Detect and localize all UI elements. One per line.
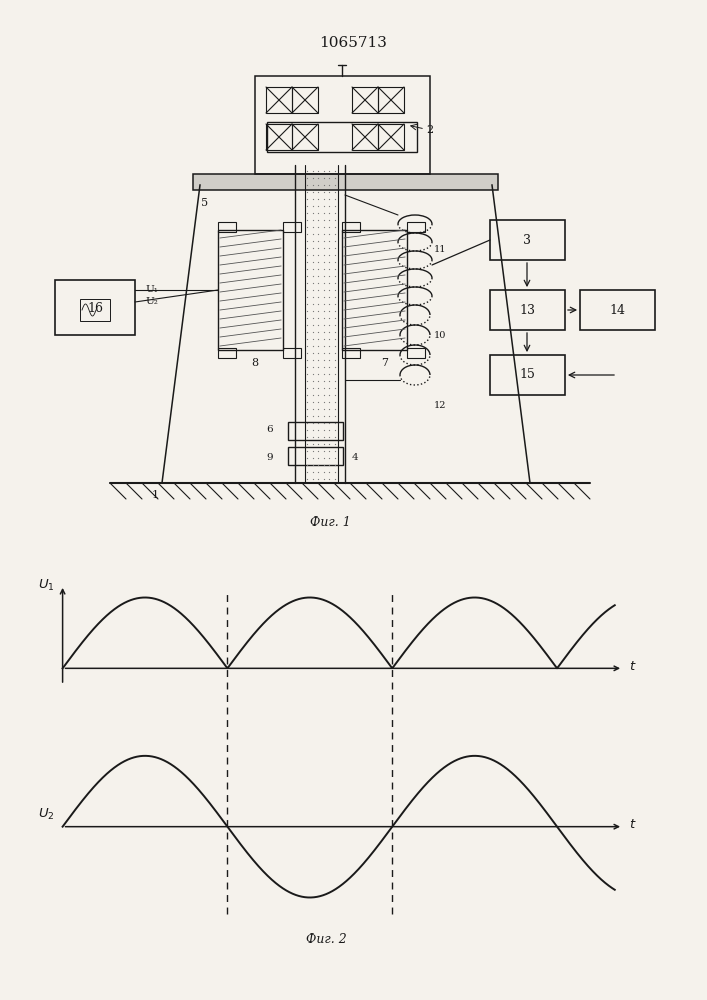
Bar: [218, 230, 283, 350]
Bar: [378, 87, 404, 113]
Bar: [193, 174, 498, 190]
Text: $U_2$: $U_2$: [38, 807, 54, 822]
Text: 14: 14: [609, 304, 625, 316]
Bar: [288, 447, 343, 465]
Text: 3: 3: [523, 233, 531, 246]
Bar: [407, 348, 425, 358]
Text: $U_1$: $U_1$: [38, 577, 54, 593]
Bar: [342, 230, 407, 350]
Bar: [218, 348, 236, 358]
Bar: [255, 76, 430, 174]
Text: Фиг. 2: Фиг. 2: [306, 933, 346, 946]
Text: 6: 6: [267, 426, 274, 434]
Bar: [218, 222, 236, 232]
Text: 4: 4: [351, 452, 358, 462]
Text: Фиг. 1: Фиг. 1: [310, 516, 351, 530]
Text: 7: 7: [382, 358, 389, 368]
Text: U₂: U₂: [145, 298, 158, 306]
Text: 11: 11: [434, 245, 446, 254]
Bar: [352, 124, 378, 150]
Bar: [342, 222, 360, 232]
Text: 12: 12: [434, 400, 446, 410]
Bar: [288, 422, 343, 440]
Bar: [342, 348, 360, 358]
Bar: [292, 87, 318, 113]
Text: 15: 15: [519, 368, 535, 381]
Bar: [283, 222, 301, 232]
Bar: [580, 290, 655, 330]
Bar: [490, 355, 565, 395]
Text: 1065713: 1065713: [320, 36, 387, 50]
Bar: [378, 124, 404, 150]
Text: 10: 10: [434, 330, 446, 340]
Bar: [80, 299, 110, 321]
Text: 5: 5: [201, 198, 209, 208]
Bar: [292, 124, 318, 150]
Bar: [266, 87, 292, 113]
Bar: [407, 222, 425, 232]
Bar: [266, 124, 292, 150]
Text: $t$: $t$: [629, 818, 637, 831]
Text: 2: 2: [426, 125, 433, 135]
Text: 13: 13: [519, 304, 535, 316]
Bar: [283, 348, 301, 358]
Text: 16: 16: [87, 302, 103, 314]
Text: 9: 9: [267, 452, 274, 462]
Text: 1: 1: [151, 490, 158, 500]
Bar: [267, 122, 417, 152]
Bar: [55, 280, 135, 335]
Text: $t$: $t$: [629, 660, 637, 673]
Bar: [490, 220, 565, 260]
Bar: [490, 290, 565, 330]
Bar: [352, 87, 378, 113]
Text: 8: 8: [252, 358, 259, 368]
Text: U₁: U₁: [145, 286, 158, 294]
